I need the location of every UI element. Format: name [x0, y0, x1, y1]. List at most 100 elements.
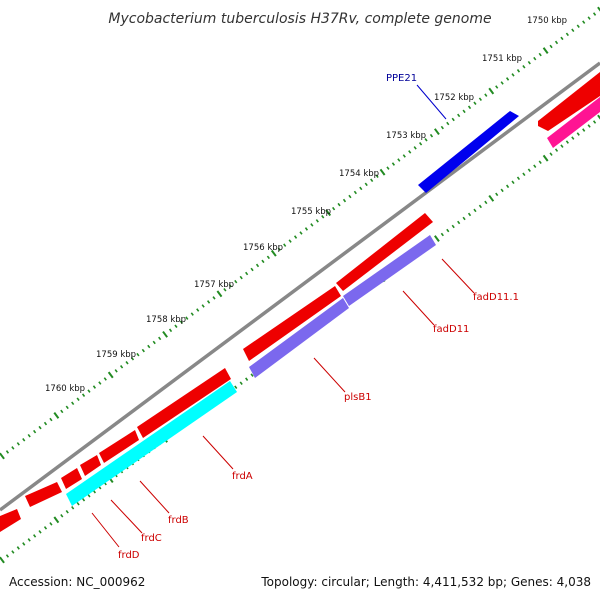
outer-track-minor-tick — [288, 239, 292, 243]
gene-arrow-fadD11-lower[interactable] — [249, 298, 349, 378]
outer-track-minor-tick — [413, 146, 417, 150]
outer-track-minor-tick — [386, 166, 390, 170]
outer-track-major-tick — [162, 330, 168, 338]
outer-track-minor-tick — [370, 178, 374, 183]
outer-track-minor-tick — [565, 32, 569, 37]
outer-track-major-tick — [107, 371, 114, 379]
inner-track-minor-tick — [565, 140, 569, 144]
reverse-red-genes — [0, 72, 600, 532]
outer-track-minor-tick — [136, 352, 140, 357]
outer-track-minor-tick — [76, 397, 80, 401]
outer-track-minor-tick — [228, 283, 232, 288]
gene-arrow-plsB1-red[interactable] — [243, 286, 341, 361]
gene-arrow-upper-right-red[interactable] — [538, 72, 600, 131]
outer-track-minor-tick — [147, 344, 151, 349]
kbp-tick-label: 1753 kbp — [386, 131, 426, 141]
gene-arrow-frdC-red[interactable] — [80, 455, 101, 476]
gene-fadD11-label-group: fadD11 — [402, 290, 469, 335]
inner-track-minor-tick — [484, 200, 488, 205]
gene-frdA-label-group: frdA — [202, 435, 253, 482]
outer-track-minor-tick — [16, 442, 20, 446]
outer-track-major-tick — [379, 168, 386, 176]
outer-track-minor-tick — [391, 162, 396, 166]
gene-arrow-frdB-red[interactable] — [99, 430, 139, 463]
gene-arrow-ppe21[interactable] — [418, 111, 519, 193]
outer-track-minor-tick — [11, 446, 15, 450]
outer-track-minor-tick — [429, 133, 434, 138]
gene-arrow-frdA-red[interactable] — [137, 368, 231, 438]
inner-track-minor-tick — [467, 212, 472, 217]
outer-track-minor-tick — [185, 316, 189, 320]
outer-track-minor-tick — [457, 113, 461, 118]
outer-track-minor-tick — [130, 356, 135, 361]
outer-track-minor-tick — [342, 198, 347, 203]
leader-line-plsB1 — [313, 357, 346, 393]
outer-track-minor-tick — [120, 365, 124, 369]
outer-track-minor-tick — [49, 417, 53, 422]
outer-track-minor-tick — [81, 393, 86, 397]
gene-arrow-frdD-red[interactable] — [61, 468, 82, 489]
gene-arrow-lower-red-2[interactable] — [0, 509, 21, 532]
gene-arrow-fadD11-1-red[interactable] — [336, 213, 433, 291]
outer-track-minor-tick — [250, 267, 254, 272]
outer-track-minor-tick — [549, 44, 553, 49]
inner-track-minor-tick — [500, 188, 504, 193]
gene-label-frdA: frdA — [232, 471, 253, 482]
inner-track-minor-tick — [462, 216, 466, 221]
outer-track-minor-tick — [505, 77, 510, 81]
inner-track-minor-tick — [505, 184, 510, 189]
inner-track-minor-tick — [576, 132, 580, 136]
outer-track-minor-tick — [359, 186, 363, 191]
outer-track-minor-tick — [516, 69, 521, 73]
inner-track-minor-tick — [27, 538, 31, 542]
gene-arrow-lower-red-1[interactable] — [25, 482, 62, 507]
gene-arrow-frdA[interactable] — [66, 381, 237, 506]
inner-track-minor-tick — [11, 550, 15, 554]
gene-fadD11-1-label-group: fadD11.1 — [441, 258, 519, 303]
outer-track-minor-tick — [310, 223, 314, 227]
outer-track-minor-tick — [27, 433, 31, 438]
gene-frdD-label-group: frdD — [91, 512, 140, 561]
gene-label-fadD11-1: fadD11.1 — [473, 292, 519, 303]
inner-track-minor-tick — [60, 514, 64, 518]
inner-track-minor-tick — [571, 136, 575, 140]
inner-track-minor-tick — [5, 554, 10, 558]
leader-line-frdA — [202, 435, 234, 470]
inner-track-minor-tick — [495, 192, 499, 197]
leader-line-frdC — [110, 499, 143, 534]
kbp-tick-label: 1757 kbp — [194, 280, 234, 290]
outer-track-minor-tick — [337, 202, 341, 207]
inner-track-minor-tick — [560, 144, 564, 148]
leader-line-ppe21 — [416, 84, 447, 120]
outer-track-minor-tick — [239, 275, 243, 280]
outer-track-minor-tick — [87, 389, 91, 393]
outer-track-minor-tick — [582, 20, 586, 24]
outer-track-minor-tick — [114, 369, 118, 373]
outer-track-minor-tick — [478, 97, 482, 101]
inner-track-minor-tick — [478, 204, 482, 209]
outer-track-minor-tick — [315, 219, 319, 223]
outer-track-minor-tick — [168, 328, 173, 333]
inner-track-major-tick — [0, 556, 5, 564]
outer-track-major-tick — [53, 412, 60, 419]
inner-track-minor-tick — [71, 506, 75, 510]
topology-text: Topology: circular; Length: 4,411,532 bp… — [260, 575, 591, 589]
outer-track-minor-tick — [440, 125, 444, 130]
inner-track-minor-tick — [446, 228, 450, 233]
gene-label-fadD11: fadD11 — [433, 324, 469, 335]
outer-track-minor-tick — [446, 121, 450, 126]
gene-ppe21[interactable]: PPE21 — [386, 73, 519, 193]
gene-arrow-upper-right-pink[interactable] — [547, 97, 600, 148]
outer-track-minor-tick — [299, 231, 303, 235]
inner-track-major-tick — [597, 114, 600, 120]
inner-track-minor-tick — [234, 385, 238, 389]
accession-text: Accession: NC_000962 — [9, 575, 145, 589]
inner-track-major-tick — [542, 154, 549, 162]
gene-frdC-label-group: frdC — [110, 499, 162, 544]
inner-track-major-tick — [488, 194, 495, 202]
gene-arrow-fadD11[interactable] — [343, 235, 436, 306]
outer-track-minor-tick — [190, 312, 194, 316]
outer-track-major-tick — [216, 290, 223, 298]
kbp-tick-label: 1752 kbp — [434, 93, 474, 103]
